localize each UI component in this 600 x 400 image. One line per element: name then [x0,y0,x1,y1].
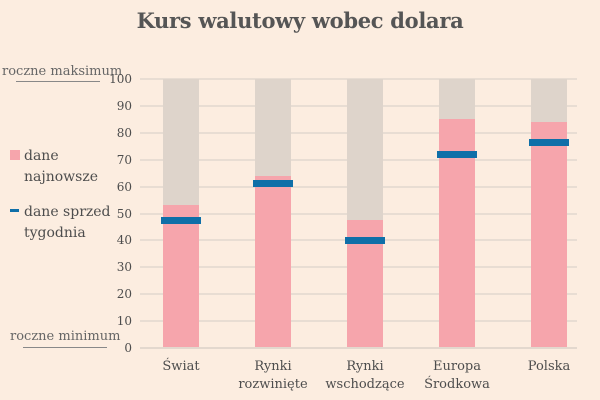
x-axis-label: Europa Środkowa [402,358,512,394]
x-label-line1: Rynki [254,359,292,374]
x-axis-label: Rynki wschodzące [310,358,420,394]
y-tick-label: 20 [116,287,132,302]
annual-max-underline [16,81,100,82]
marker-previous-week [437,150,477,158]
y-tick-label: 100 [109,72,132,86]
marker-previous-week [529,138,569,146]
legend-latest: dane najnowsze [10,146,98,188]
pink-square-icon [10,150,20,160]
chart-title: Kurs walutowy wobec dolara [136,8,464,33]
y-tick-label: 10 [116,314,132,329]
annual-max-label: roczne maksimum [2,64,123,79]
annual-min-label: roczne minimum [10,329,121,344]
bar-latest [163,205,199,348]
marker-previous-week [345,236,385,244]
x-axis-label: Rynki rozwinięte [218,358,328,394]
y-tick-label: 80 [116,125,132,140]
marker-previous-week [253,180,293,188]
x-label-line2: wschodzące [325,377,405,392]
blue-dash-icon [10,209,19,212]
x-axis-label: Świat [126,358,236,376]
x-label-line1: Europa [433,359,481,374]
x-axis-label: Polska [494,358,600,376]
x-label-line2: rozwinięte [238,377,308,392]
annual-min-underline [23,347,107,348]
x-label-line1: Rynki [346,359,384,374]
bar-latest [531,122,567,348]
x-axis-baseline [140,347,577,349]
y-tick-label: 50 [116,206,132,221]
y-tick-label: 0 [124,341,132,355]
y-tick-label: 40 [116,233,132,248]
x-label-line1: Polska [527,359,571,374]
bar-latest [255,175,291,348]
y-tick-label: 30 [116,260,132,275]
x-label-line1: Świat [162,359,200,374]
y-tick-label: 70 [116,152,132,167]
legend-previous-week: dane sprzed tygodnia [10,202,111,244]
x-label-line2: Środkowa [424,377,490,392]
y-tick-label: 60 [116,179,132,194]
y-tick-label: 90 [116,98,132,113]
marker-previous-week [161,216,201,224]
